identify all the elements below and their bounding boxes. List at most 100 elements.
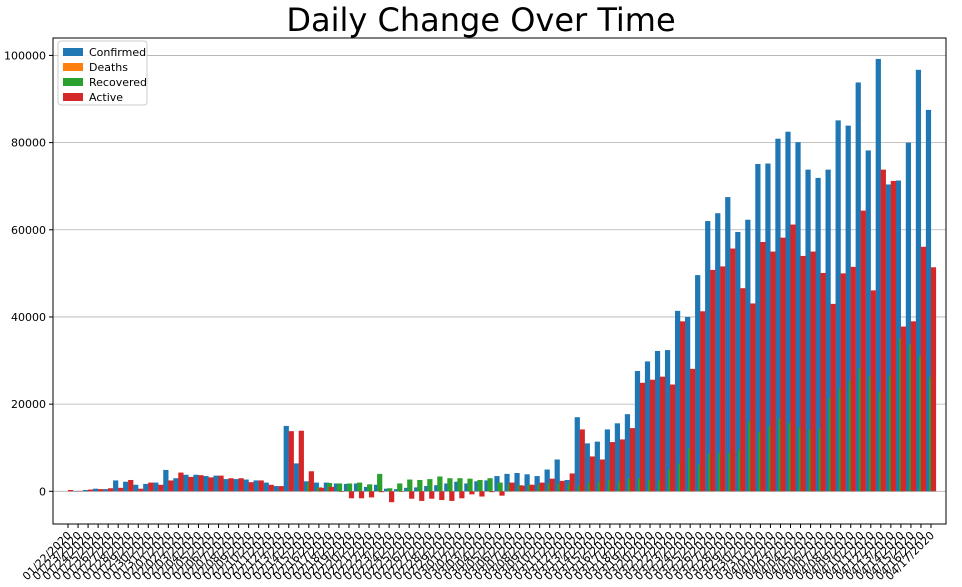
legend: Confirmed Deaths Recovered Active — [57, 40, 148, 106]
bar-recovered — [397, 483, 403, 492]
bar-confirmed — [654, 350, 661, 492]
bar-active — [639, 382, 646, 492]
bar-active — [850, 266, 856, 492]
bar-confirmed — [624, 414, 631, 492]
bar-active — [248, 482, 254, 492]
bar-active — [77, 490, 84, 492]
bar-recovered — [447, 478, 453, 492]
bar-active — [429, 491, 435, 499]
bar-confirmed — [444, 483, 450, 492]
bar-active — [298, 430, 304, 492]
bar-recovered — [367, 484, 373, 492]
bar-active — [509, 482, 515, 492]
legend-label: Confirmed — [89, 46, 146, 59]
bar-active — [409, 491, 415, 499]
x-axis-ticks: 01/22/202001/23/202001/24/202001/25/2020… — [20, 524, 937, 583]
bar-active — [710, 269, 716, 492]
bar-active — [288, 431, 294, 492]
bar-confirmed — [755, 163, 761, 492]
bar-confirmed — [634, 371, 641, 492]
bar-active — [358, 491, 365, 499]
bar-confirmed — [825, 169, 831, 492]
bar-confirmed — [313, 482, 319, 492]
bar-confirmed — [925, 109, 932, 492]
bar-active — [870, 290, 876, 492]
bar-confirmed — [293, 463, 299, 492]
bar-active — [680, 321, 686, 492]
bar-confirmed — [504, 473, 510, 492]
bar-active — [800, 255, 806, 492]
bar-confirmed — [183, 474, 189, 492]
bar-active — [910, 321, 917, 492]
bar-confirmed — [263, 482, 269, 492]
bar-recovered — [427, 479, 433, 492]
bar-confirmed — [885, 184, 891, 492]
bar-confirmed — [494, 476, 500, 492]
bar-confirmed — [203, 476, 209, 492]
bar-confirmed — [333, 483, 340, 492]
bar-confirmed — [875, 58, 881, 492]
bar-recovered — [377, 473, 383, 492]
legend-label: Recovered — [89, 76, 147, 89]
bar-confirmed — [253, 480, 259, 492]
bar-active — [559, 480, 565, 492]
bar-active — [499, 491, 505, 496]
bar-confirmed — [584, 443, 590, 492]
bar-active — [690, 368, 696, 492]
bar-recovered — [346, 483, 353, 492]
bar-confirmed — [554, 459, 560, 492]
bar-active — [128, 479, 134, 492]
bar-active — [389, 491, 395, 503]
bar-confirmed — [855, 82, 861, 492]
legend-swatch — [63, 78, 83, 86]
bar-confirmed — [614, 423, 621, 492]
bar-confirmed — [143, 483, 149, 492]
bar-active — [168, 480, 174, 492]
bar-active — [840, 273, 846, 492]
bar-active — [318, 487, 324, 492]
bar-confirmed — [123, 481, 129, 492]
bar-active — [87, 489, 94, 492]
bar-confirmed — [353, 483, 360, 492]
bars — [67, 58, 937, 503]
bar-confirmed — [113, 480, 119, 492]
bar-confirmed — [544, 469, 550, 492]
bar-confirmed — [454, 481, 460, 492]
bar-confirmed — [233, 479, 239, 492]
bar-active — [67, 490, 74, 492]
bar-active — [228, 478, 234, 492]
bar-confirmed — [163, 469, 169, 492]
y-tick-label: 40000 — [11, 311, 46, 324]
bar-confirmed — [414, 487, 420, 492]
bar-confirmed — [685, 316, 691, 492]
bar-confirmed — [675, 310, 681, 492]
bar-active — [629, 428, 636, 492]
legend-swatch — [63, 48, 83, 56]
bar-active — [439, 491, 445, 501]
bar-confirmed — [464, 483, 470, 492]
bar-active — [860, 210, 866, 492]
bar-confirmed — [484, 480, 490, 492]
bar-active — [790, 224, 796, 492]
bar-confirmed — [805, 169, 811, 492]
bar-active — [469, 491, 475, 495]
bar-active — [449, 491, 455, 501]
bar-confirmed — [303, 481, 309, 492]
bar-active — [750, 303, 756, 492]
bar-active — [830, 303, 836, 492]
bar-confirmed — [434, 485, 440, 492]
y-tick-label: 100000 — [4, 49, 46, 62]
bar-active — [459, 491, 465, 499]
bar-active — [258, 480, 264, 492]
bar-active — [108, 488, 114, 492]
bar-confirmed — [865, 150, 871, 492]
y-tick-label: 60000 — [11, 224, 46, 237]
bar-confirmed — [273, 486, 279, 492]
bar-confirmed — [72, 490, 79, 492]
bar-active — [529, 484, 535, 492]
bar-active — [539, 482, 545, 492]
bar-confirmed — [474, 481, 480, 492]
bar-confirmed — [604, 429, 610, 492]
y-tick-label: 80000 — [11, 137, 46, 150]
